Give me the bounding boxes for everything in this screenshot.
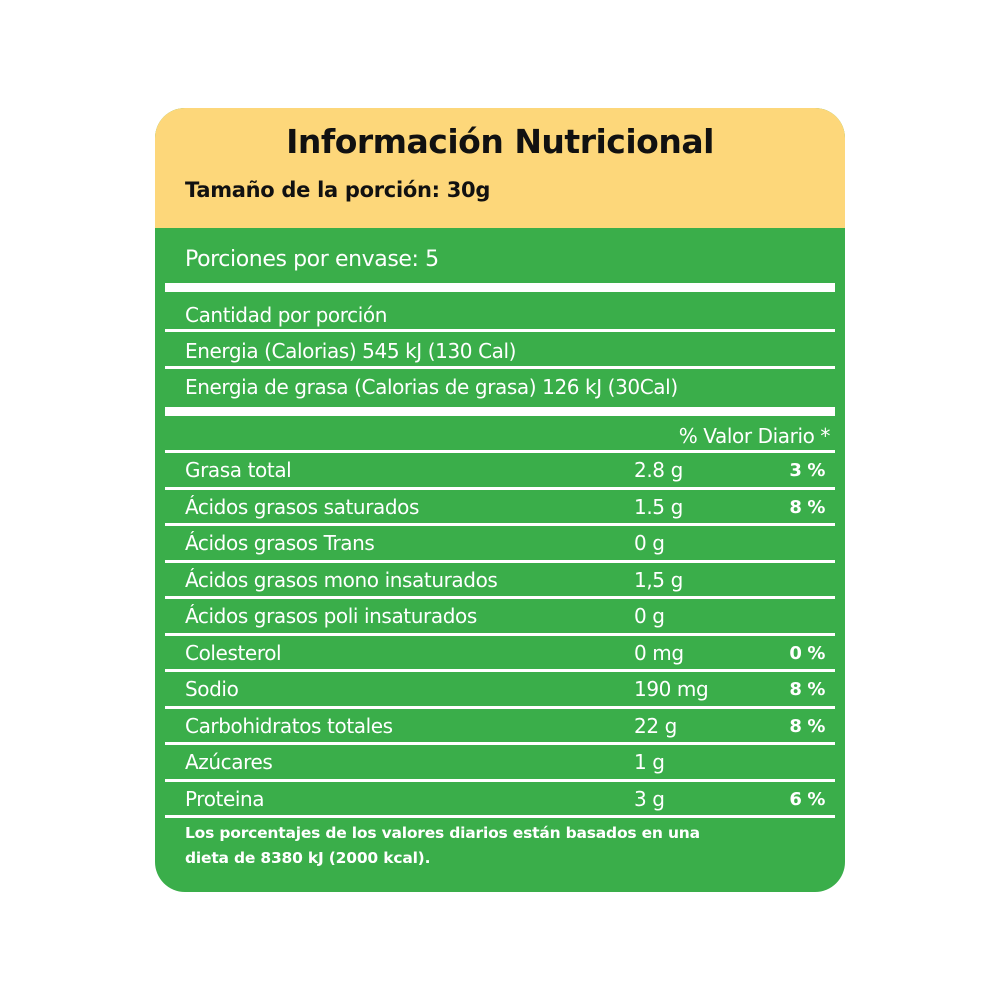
- nutrient-amount: 0 mg: [634, 640, 684, 665]
- divider: [165, 366, 835, 369]
- nutrient-amount: 1 g: [634, 750, 665, 774]
- nutrient-daily-value: 3 %: [789, 460, 825, 481]
- nutrient-amount: 2.8 g: [634, 458, 683, 482]
- footnote-line-1: Los porcentajes de los valores diarios e…: [185, 824, 700, 842]
- row-divider: [165, 523, 835, 526]
- divider-thick: [165, 407, 835, 416]
- nutrient-amount: 0 g: [634, 604, 665, 628]
- nutrient-name: Ácidos grasos saturados: [185, 494, 420, 519]
- nutrient-name: Ácidos grasos poli insaturados: [185, 604, 477, 628]
- nutrient-amount: 190 mg: [634, 677, 709, 701]
- divider: [165, 329, 835, 332]
- serving-size: Tamaño de la porción: 30g: [185, 178, 491, 202]
- energy: Energia (Calorias) 545 kJ (130 Cal): [185, 339, 517, 363]
- nutrient-name: Colesterol: [185, 640, 282, 665]
- nutrient-name: Proteina: [185, 786, 265, 811]
- row-divider: [165, 815, 835, 818]
- daily-value-header: % Valor Diario *: [678, 424, 831, 448]
- row-divider: [165, 669, 835, 672]
- nutrient-daily-value: 0 %: [789, 642, 825, 664]
- row-divider: [165, 596, 835, 599]
- nutrient-amount: 1,5 g: [634, 567, 683, 592]
- row-divider: [165, 742, 835, 745]
- nutrient-amount: 1.5 g: [634, 494, 683, 519]
- nutrient-daily-value: 8 %: [789, 679, 825, 700]
- footnote-line-2: dieta de 8380 kJ (2000 kcal).: [185, 849, 431, 867]
- nutrient-amount: 3 g: [634, 786, 665, 811]
- row-divider: [165, 632, 835, 636]
- servings-per-container: Porciones por envase: 5: [185, 247, 439, 272]
- nutrient-name: Grasa total: [185, 458, 292, 482]
- row-divider: [165, 778, 835, 782]
- divider: [165, 450, 835, 453]
- nutrient-amount: 0 g: [634, 531, 665, 555]
- nutrient-name: Ácidos grasos mono insaturados: [185, 567, 498, 592]
- nutrition-facts-label: Información Nutricional Tamaño de la por…: [155, 108, 845, 892]
- nutrient-daily-value: 8 %: [789, 715, 825, 737]
- row-divider: [165, 559, 835, 563]
- divider-thick: [165, 283, 835, 292]
- nutrient-amount: 22 g: [634, 713, 677, 738]
- nutrient-name: Sodio: [185, 677, 239, 701]
- nutrient-daily-value: 8 %: [789, 496, 825, 518]
- nutrient-name: Carbohidratos totales: [185, 713, 393, 738]
- label-title: Información Nutricional: [286, 122, 714, 161]
- row-divider: [165, 705, 835, 709]
- label-header: Información Nutricional Tamaño de la por…: [155, 108, 845, 228]
- amount-per-serving: Cantidad por porción: [185, 303, 387, 327]
- fat-energy: Energia de grasa (Calorias de grasa) 126…: [185, 375, 678, 399]
- row-divider: [165, 486, 835, 490]
- nutrient-name: Azúcares: [185, 750, 273, 774]
- nutrient-name: Ácidos grasos Trans: [185, 531, 375, 555]
- nutrient-daily-value: 6 %: [789, 788, 825, 810]
